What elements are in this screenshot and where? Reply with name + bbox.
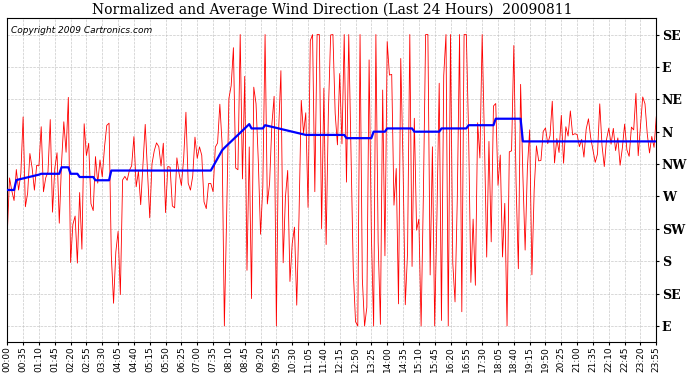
Title: Normalized and Average Wind Direction (Last 24 Hours)  20090811: Normalized and Average Wind Direction (L… [92,3,572,17]
Text: Copyright 2009 Cartronics.com: Copyright 2009 Cartronics.com [10,26,152,35]
